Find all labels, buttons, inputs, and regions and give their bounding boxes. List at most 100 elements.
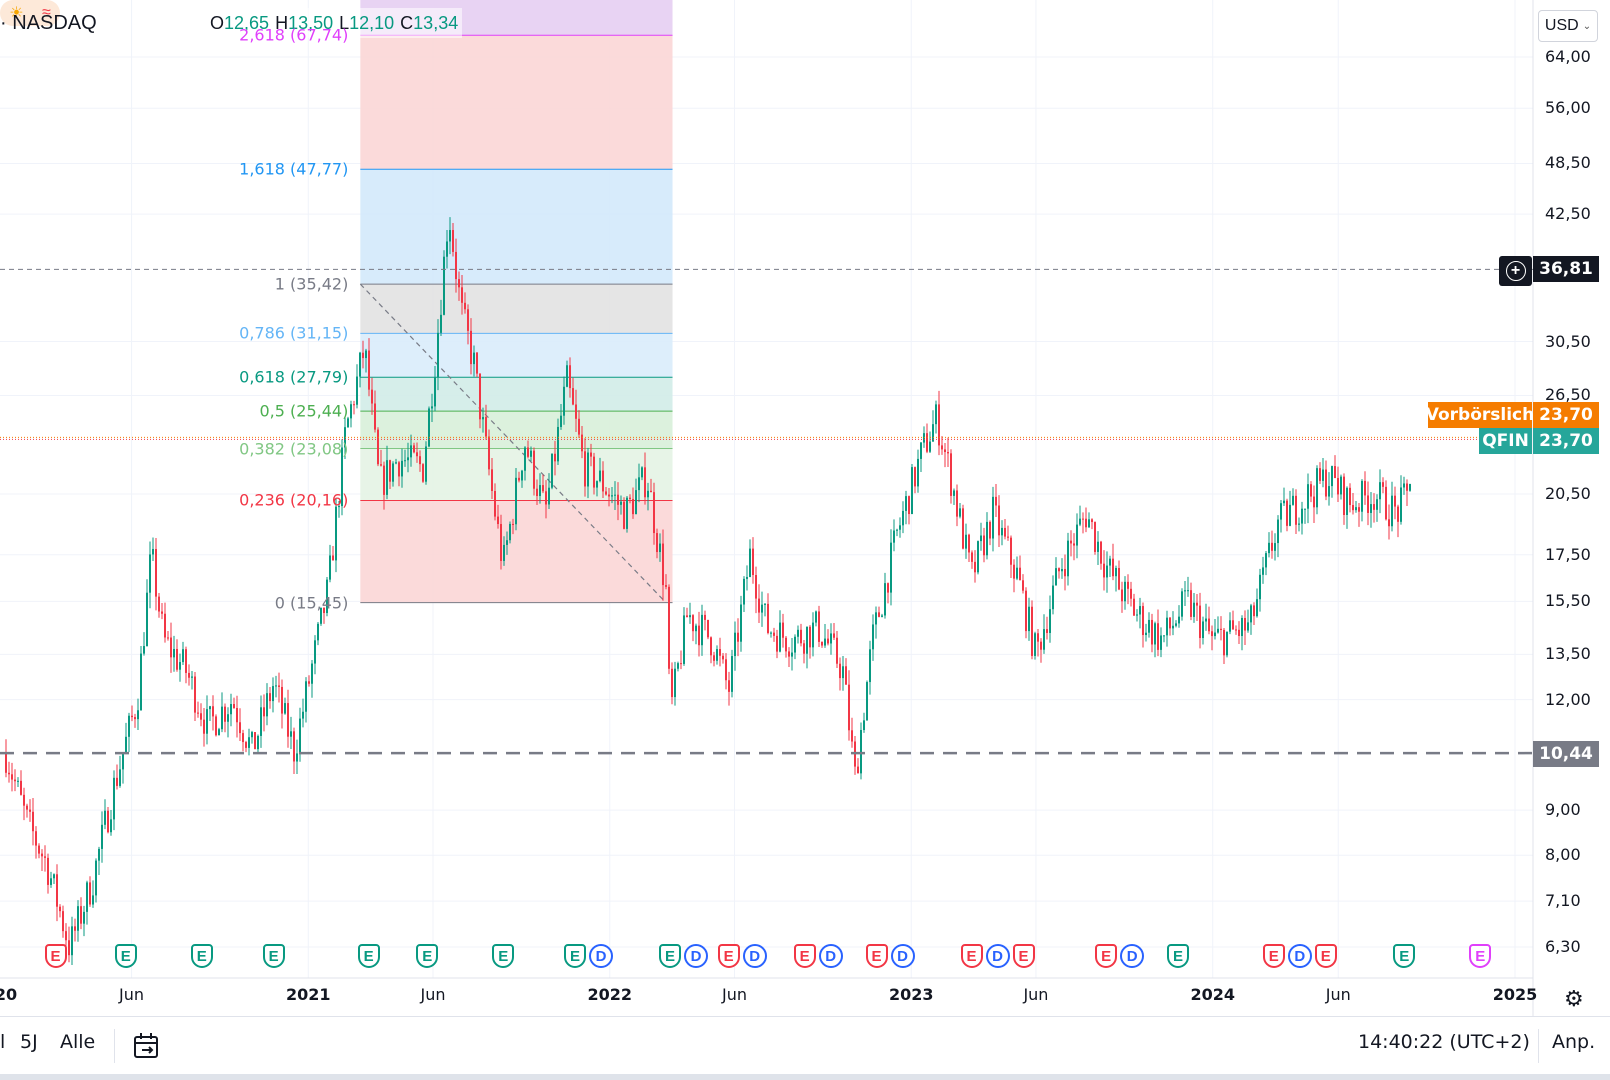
premarket-label-tag: Vorbörslich — [1426, 402, 1534, 428]
dividend-event-icon[interactable]: D — [1119, 944, 1145, 974]
earnings-event-icon[interactable]: E — [113, 944, 139, 974]
candle-up — [1154, 621, 1156, 658]
candle-down — [1367, 481, 1369, 526]
earnings-event-icon[interactable]: E — [657, 944, 683, 974]
candle-down — [1019, 555, 1021, 581]
candle-up — [917, 449, 919, 493]
candle-up — [140, 646, 142, 711]
candle-up — [866, 680, 868, 721]
earnings-event-icon[interactable]: E — [716, 944, 742, 974]
earnings-event-icon[interactable]: E — [414, 944, 440, 974]
candle-up — [920, 442, 922, 472]
candle-up — [689, 602, 691, 624]
candle-down — [818, 605, 820, 647]
earnings-badge: E — [114, 944, 137, 968]
earnings-event-icon[interactable]: E — [490, 944, 516, 974]
range-all-button[interactable]: Alle — [60, 1031, 96, 1053]
dividend-event-icon[interactable]: D — [1287, 944, 1313, 974]
sun-icon: ☀ — [9, 5, 24, 22]
candle-up — [641, 466, 643, 481]
fib-retracement[interactable] — [359, 0, 673, 604]
add-alert-button[interactable]: + — [1499, 256, 1532, 286]
dividend-event-icon[interactable]: D — [818, 944, 844, 974]
candle-down — [14, 769, 16, 792]
candle-down — [74, 918, 76, 942]
earnings-event-icon[interactable]: E — [1011, 944, 1037, 974]
candle-down — [782, 613, 784, 648]
candle-up — [305, 677, 307, 723]
candle-down — [389, 459, 391, 489]
earnings-event-icon[interactable]: E — [792, 944, 818, 974]
earnings-badge: E — [262, 944, 285, 968]
market-status-pill[interactable]: ☀ ≈ — [0, 0, 60, 26]
candle-up — [272, 677, 274, 713]
earnings-event-icon[interactable]: E — [959, 944, 985, 974]
candle-down — [827, 629, 829, 646]
earnings-event-icon[interactable]: E — [1165, 944, 1191, 974]
time-axis[interactable]: 20 Jun 2021 Jun 2022 Jun 2023 Jun 2024 Jun 2025 — [0, 985, 1537, 1011]
price-tick-label: 56,00 — [1545, 98, 1591, 118]
candle-down — [1373, 493, 1375, 523]
earnings-event-icon[interactable]: E — [1261, 944, 1287, 974]
candle-down — [1082, 512, 1084, 534]
candle-up — [1409, 483, 1411, 492]
candle-down — [1118, 560, 1120, 591]
range-5y-button[interactable]: 5J — [20, 1031, 38, 1053]
candle-down — [155, 538, 157, 611]
symbol-exchange: · NASDAQ — [0, 8, 97, 38]
earnings-event-icon[interactable]: E — [1313, 944, 1339, 974]
time-tick-label: Jun — [119, 985, 145, 1004]
candle-up — [437, 319, 439, 391]
calendar-goto-icon[interactable] — [132, 1031, 162, 1061]
candle-up — [959, 502, 961, 519]
earnings-event-icon[interactable]: E — [864, 944, 890, 974]
earnings-event-icon[interactable]: E — [562, 944, 588, 974]
candle-down — [29, 799, 31, 822]
range-button-partial[interactable]: l — [0, 1031, 6, 1053]
candle-up — [1136, 609, 1138, 622]
candle-up — [302, 698, 304, 728]
earnings-event-icon[interactable]: E — [1093, 944, 1119, 974]
settings-gear-icon[interactable]: ⚙ — [1564, 986, 1584, 1011]
candle-up — [1292, 488, 1294, 506]
candle-down — [56, 864, 58, 922]
clock-timezone[interactable]: 14:40:22 (UTC+2) — [1358, 1031, 1530, 1053]
dividend-event-icon[interactable]: D — [985, 944, 1011, 974]
candle-up — [1205, 603, 1207, 631]
earnings-event-icon[interactable]: E — [1391, 944, 1417, 974]
dividend-event-icon[interactable]: D — [890, 944, 916, 974]
candle-up — [740, 595, 742, 652]
candle-up — [749, 539, 751, 578]
earnings-event-icon[interactable]: E — [1467, 944, 1493, 974]
candle-down — [332, 546, 334, 561]
candle-up — [356, 364, 358, 409]
low-key: L — [339, 12, 350, 33]
candle-up — [638, 463, 640, 503]
candle-down — [1130, 581, 1132, 607]
earnings-event-icon[interactable]: E — [189, 944, 215, 974]
dividend-event-icon[interactable]: D — [683, 944, 709, 974]
dividend-event-icon[interactable]: D — [588, 944, 614, 974]
candle-up — [701, 604, 703, 656]
candle-down — [680, 650, 682, 670]
candle-down — [821, 641, 823, 648]
candle-up — [341, 439, 343, 516]
earnings-event-icon[interactable]: E — [261, 944, 287, 974]
candle-down — [857, 758, 859, 774]
candle-up — [587, 447, 589, 499]
auto-adjust-button[interactable]: Anp. — [1552, 1031, 1596, 1053]
fib-level-label: 0,618 (27,79) — [239, 367, 349, 387]
candle-down — [134, 713, 136, 728]
candle-up — [731, 649, 733, 698]
dividend-event-icon[interactable]: D — [742, 944, 768, 974]
candle-up — [1145, 623, 1147, 642]
candle-up — [407, 442, 409, 473]
candle-down — [1406, 479, 1408, 507]
candle-up — [1076, 513, 1078, 559]
earnings-event-icon[interactable]: E — [356, 944, 382, 974]
candle-up — [290, 716, 292, 749]
currency-selector[interactable]: USD ⌄ — [1538, 10, 1598, 42]
price-tick-label: 30,50 — [1545, 331, 1591, 351]
earnings-event-icon[interactable]: E — [43, 944, 69, 974]
